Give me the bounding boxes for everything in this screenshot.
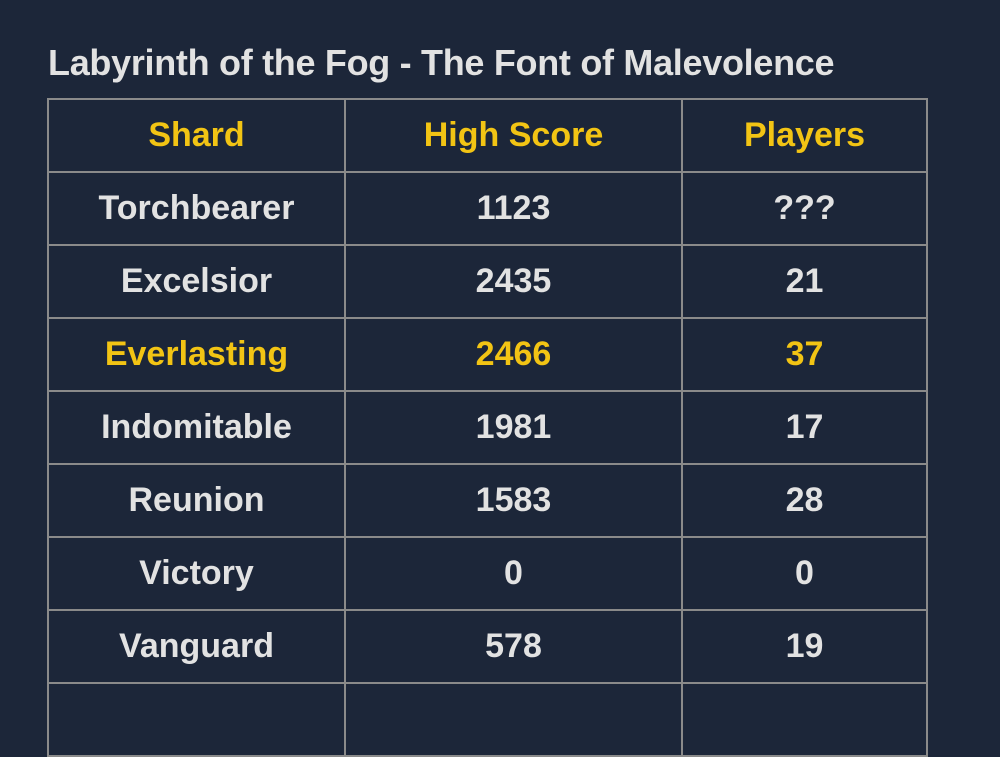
shard-cell: Reunion — [47, 463, 346, 538]
shard-cell: Vanguard — [47, 609, 346, 684]
high-score-cell: 1123 — [344, 171, 683, 246]
high-score-cell: 1583 — [344, 463, 683, 538]
table-row: Victory 0 0 — [47, 536, 928, 611]
page-title: Labyrinth of the Fog - The Font of Malev… — [48, 42, 835, 83]
table-row-partial — [47, 682, 928, 757]
high-score-cell: 1981 — [344, 390, 683, 465]
header-high-score: High Score — [344, 98, 683, 173]
empty-cell — [681, 682, 928, 757]
players-cell: 17 — [681, 390, 928, 465]
table-row: Torchbearer 1123??? — [47, 171, 928, 246]
shard-cell: Excelsior — [47, 244, 346, 319]
header-shard: Shard — [47, 98, 346, 173]
shard-scores-table: Shard High Score Players Torchbearer 1123… — [47, 98, 928, 757]
table-row: Excelsior 2435 21 — [47, 244, 928, 319]
high-score-cell: 2435 — [344, 244, 683, 319]
shard-cell: Victory — [47, 536, 346, 611]
table-row: Indomitable 1981 17 — [47, 390, 928, 465]
shard-cell: Indomitable — [47, 390, 346, 465]
table-row: Everlasting 2466 37 — [47, 317, 928, 392]
players-cell: 0 — [681, 536, 928, 611]
players-cell: 21 — [681, 244, 928, 319]
high-score-cell: 0 — [344, 536, 683, 611]
high-score-cell: 2466 — [344, 317, 683, 392]
empty-cell — [344, 682, 683, 757]
table-row: Reunion 1583 28 — [47, 463, 928, 538]
table-header-row: Shard High Score Players — [47, 98, 928, 173]
table-row: Vanguard 578 19 — [47, 609, 928, 684]
players-cell: 28 — [681, 463, 928, 538]
players-cell: ??? — [681, 171, 928, 246]
players-cell: 37 — [681, 317, 928, 392]
empty-cell — [47, 682, 346, 757]
high-score-cell: 578 — [344, 609, 683, 684]
shard-cell: Torchbearer — [47, 171, 346, 246]
header-players: Players — [681, 98, 928, 173]
players-cell: 19 — [681, 609, 928, 684]
shard-cell: Everlasting — [47, 317, 346, 392]
